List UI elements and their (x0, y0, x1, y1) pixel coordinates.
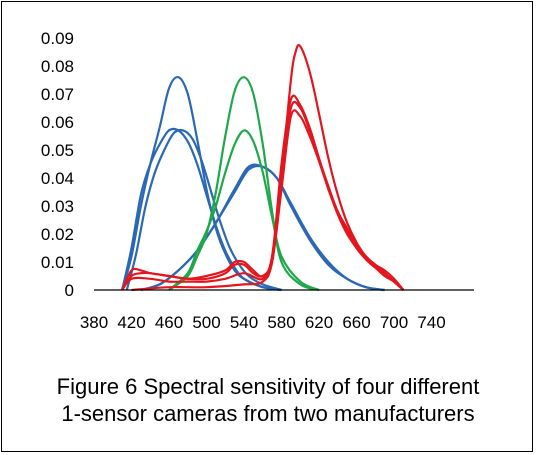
x-tick-label: 500 (192, 313, 220, 332)
y-tick-label: 0.02 (41, 225, 74, 244)
y-tick-labels: 0 0.01 0.02 0.03 0.04 0.05 0.06 0.07 0.08 0.09 (41, 29, 74, 300)
x-tick-label: 580 (267, 313, 295, 332)
series-line-7 (168, 129, 320, 292)
caption-line-1: Figure 6 Spectral sensitivity of four di… (56, 374, 480, 399)
x-tick-label: 420 (117, 313, 145, 332)
x-tick-label: 740 (417, 313, 445, 332)
x-tick-label: 540 (230, 313, 258, 332)
x-tick-label: 660 (342, 313, 370, 332)
series-line-10 (121, 100, 405, 291)
y-tick-label: 0.07 (41, 85, 74, 104)
series-line-9 (121, 94, 405, 291)
x-tick-label: 700 (380, 313, 408, 332)
y-tick-label: 0 (65, 281, 74, 300)
x-tick-labels: 380 420 460 500 540 580 620 660 700 740 (80, 313, 446, 332)
y-tick-label: 0.08 (41, 57, 74, 76)
spectral-sensitivity-chart: 0 0.01 0.02 0.03 0.04 0.05 0.06 0.07 0.08 0.09 38… (41, 29, 474, 332)
series-line-6 (168, 76, 320, 292)
y-tick-label: 0.01 (41, 253, 74, 272)
series-layer (121, 43, 405, 292)
caption-line-2: 1-sensor cameras from two manufacturers (61, 401, 475, 426)
x-tick-label: 460 (155, 313, 183, 332)
figure-caption: Figure 6 Spectral sensitivity of four di… (2, 373, 534, 427)
y-tick-label: 0.05 (41, 141, 74, 160)
y-tick-label: 0.04 (41, 169, 74, 188)
y-tick-label: 0.06 (41, 113, 74, 132)
x-tick-label: 380 (80, 313, 108, 332)
series-line-5 (140, 164, 385, 292)
series-line-3 (125, 128, 282, 292)
x-tick-label: 620 (305, 313, 333, 332)
y-tick-label: 0.03 (41, 197, 74, 216)
y-tick-label: 0.09 (41, 29, 74, 48)
series-line-11 (131, 109, 405, 292)
